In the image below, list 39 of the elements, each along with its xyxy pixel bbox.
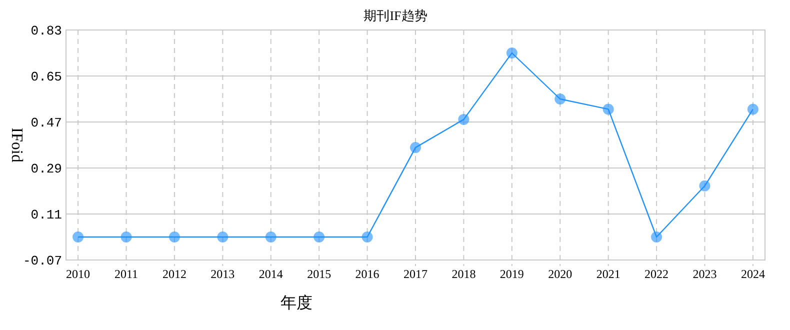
point [120,232,132,242]
point [699,180,710,192]
point [168,232,180,242]
x-tick-label: 2014 [258,267,283,281]
x-tick-label: 2016 [355,267,380,281]
y-tick-label: 0.29 [30,162,62,177]
point [506,48,518,58]
x-tick-label: 2012 [162,267,186,281]
point [265,232,276,242]
y-tick-label: 0.47 [30,116,62,131]
point [458,114,470,125]
x-tick-label: 2020 [548,267,572,281]
y-tick-label: 0.83 [30,24,62,39]
point [217,232,228,242]
point [362,232,373,242]
point [651,232,662,242]
x-tick-label: 2013 [210,267,235,281]
x-tick-label: 2019 [500,267,524,281]
x-tick-label: 2010 [66,267,90,281]
point [410,142,421,154]
chart-title: 期刊IF趋势 [364,8,428,23]
x-tick-label: 2018 [452,267,476,281]
point [72,232,84,242]
y-axis-title: IFoid [8,128,25,162]
y-tick-label: 0.11 [30,208,62,223]
y-tick-label: -0.07 [22,254,62,269]
x-tick-label: 2023 [692,267,717,281]
x-tick-label: 2015 [307,267,332,281]
x-tick-label: 2021 [596,267,620,281]
point [747,104,758,115]
point [314,232,325,242]
point [554,94,566,104]
x-axis-title: 年度 [280,294,313,312]
x-tick-label: 2024 [740,267,765,281]
point [602,104,614,115]
y-tick-label: 0.65 [30,70,62,85]
x-tick-label: 2022 [644,267,669,281]
x-tick-label: 2017 [404,267,428,281]
x-tick-label: 2011 [114,267,138,281]
